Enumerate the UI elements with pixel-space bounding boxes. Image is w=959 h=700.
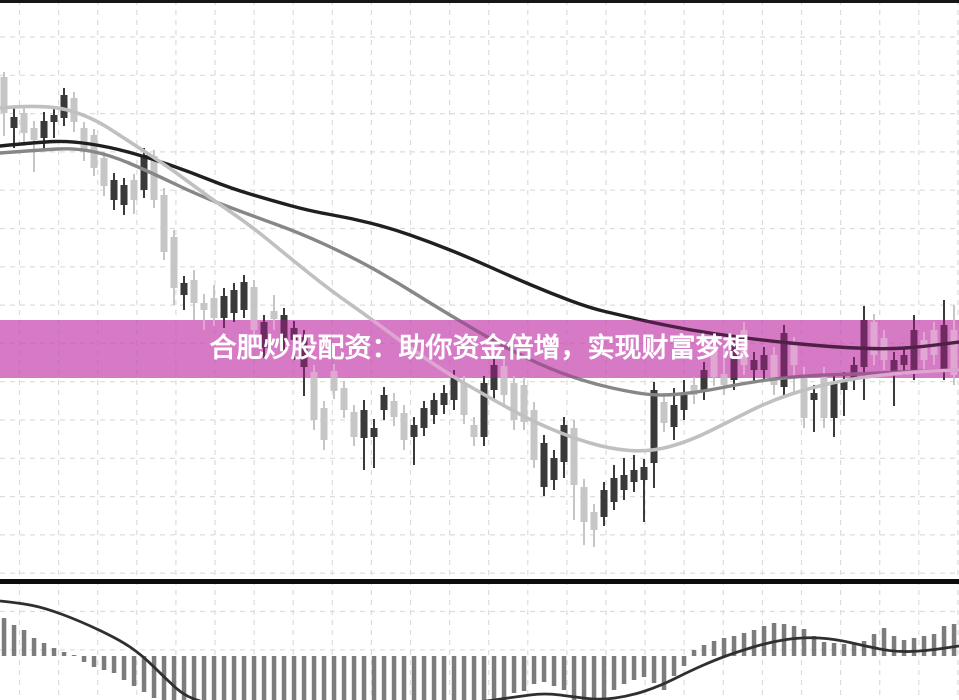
- top-border-line: [0, 0, 959, 3]
- macd-histogram: [1, 618, 957, 700]
- panel-divider-line: [0, 579, 959, 584]
- signal-line: [0, 599, 959, 700]
